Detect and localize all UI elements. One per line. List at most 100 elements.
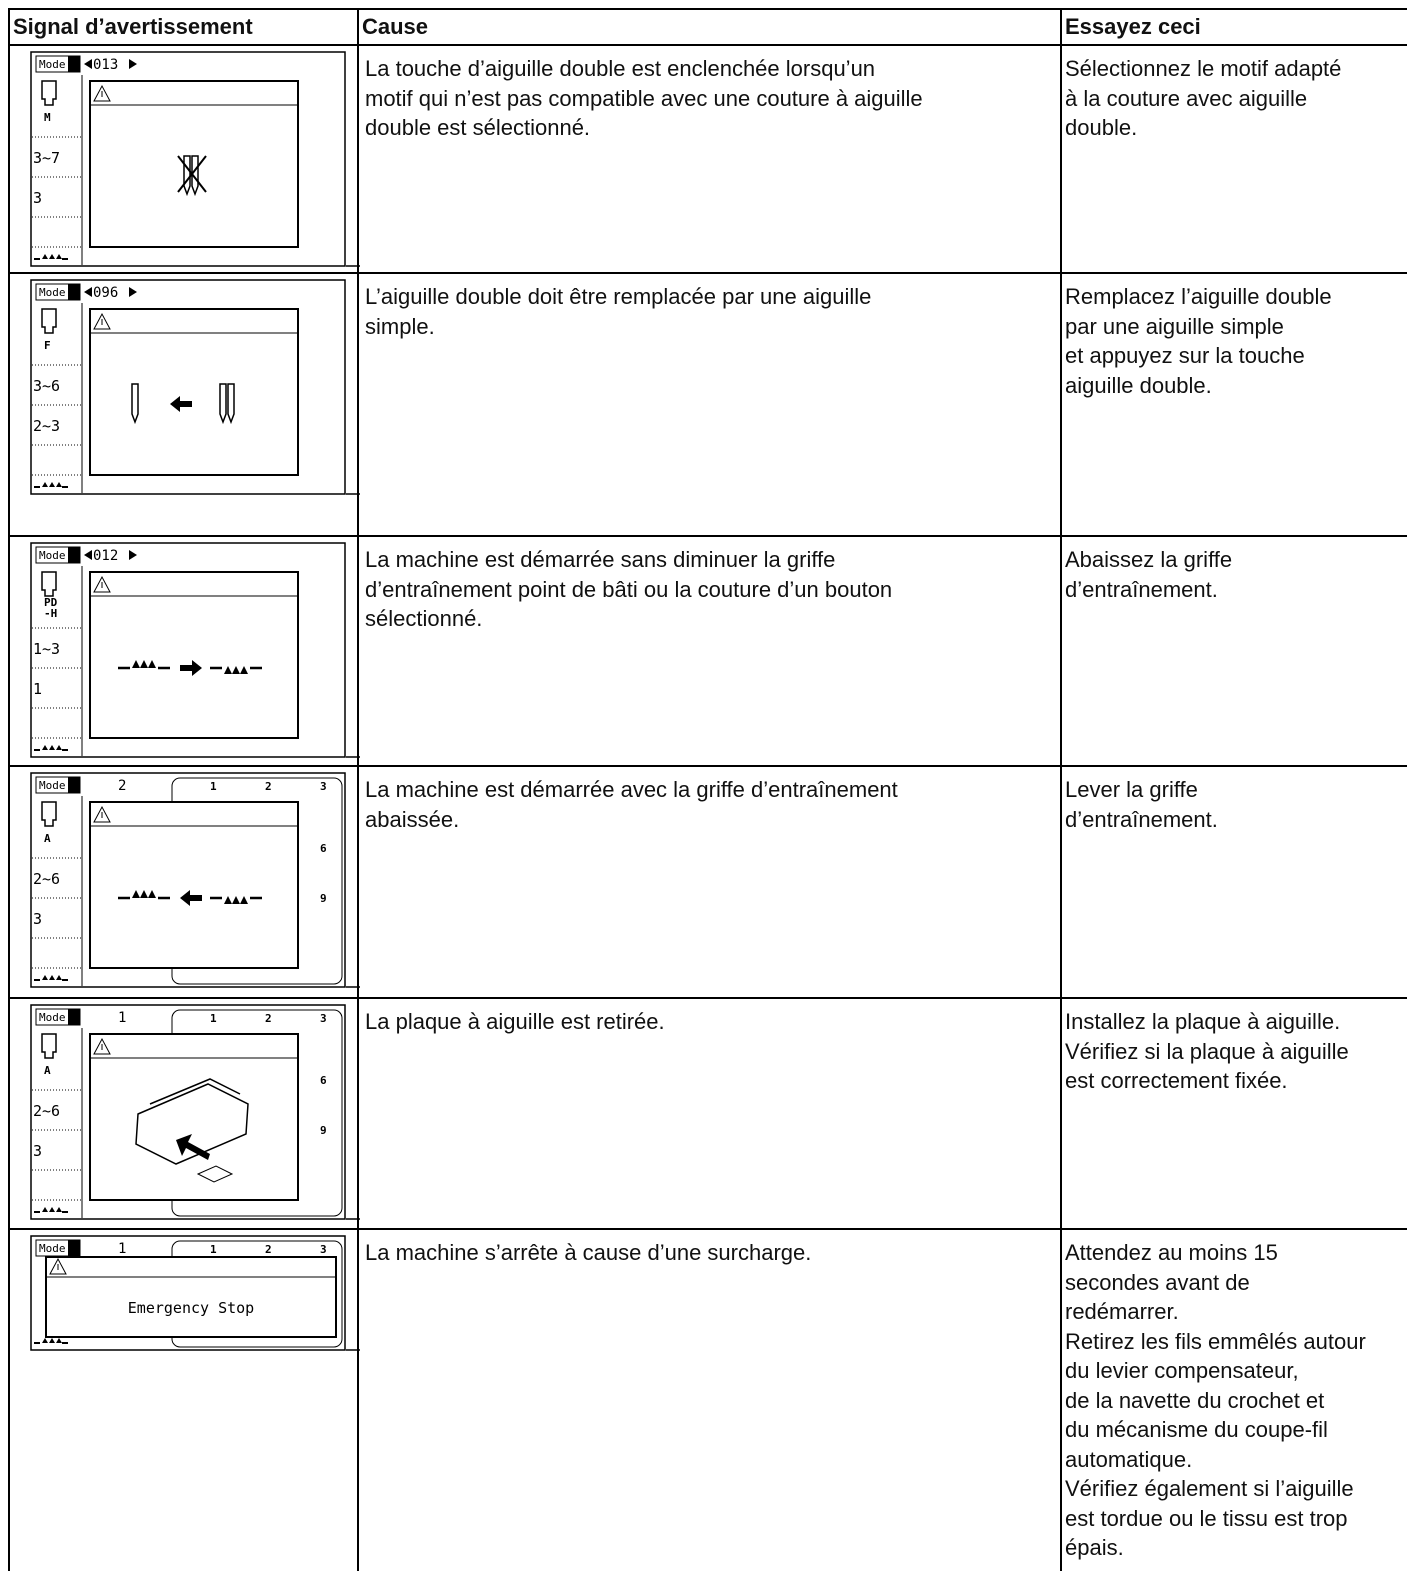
table-cell [357, 272, 1062, 537]
lcd-screen: Mode 2 096 F 3~6 2~3 [30, 279, 360, 495]
feed-dog-icon [42, 1338, 48, 1343]
arrow-icon [180, 890, 202, 906]
stitch-width: 3~6 [33, 377, 60, 395]
mode-label: Mode 1 [39, 1242, 79, 1255]
mode-label: Mode 1 [39, 1011, 79, 1024]
scale-number: 3 [320, 1012, 327, 1025]
pattern-arrow [129, 59, 137, 69]
feed-dog-icon [49, 1338, 55, 1343]
pattern-number: 096 [93, 285, 118, 301]
pattern-arrow [84, 287, 92, 297]
feed-dog-icon [56, 482, 62, 487]
mode-label: Mode 2 [39, 58, 79, 71]
mode-box [68, 56, 80, 72]
feed-dog-icon [224, 896, 232, 904]
table-cell [1060, 535, 1407, 767]
stitch-width: 3~7 [33, 149, 60, 167]
solution-text: du levier compensateur, [1065, 1358, 1299, 1383]
feed-dog-icon [42, 975, 48, 980]
solution-text: Vérifiez également si l’aiguille [1065, 1476, 1354, 1501]
mode-label: Mode 2 [39, 549, 79, 562]
cause-text: La machine s’arrête à cause d’une surcha… [365, 1240, 812, 1265]
scale-number: 2 [265, 1243, 272, 1256]
solution-text: du mécanisme du coupe-fil [1065, 1417, 1328, 1442]
cause-text: sélectionné. [365, 606, 483, 631]
feed-dog-icon [56, 745, 62, 750]
scale-number: 6 [320, 842, 327, 855]
lcd-screen: Mode 1 1 1 2 3 Emergency Stop [30, 1235, 360, 1351]
feed-dog-icon [224, 666, 232, 674]
table-cell [357, 765, 1062, 999]
warning-dialog [89, 801, 299, 969]
needle-icon [131, 383, 139, 425]
arrow-icon [170, 396, 192, 412]
cause-text: L’aiguille double doit être remplacée pa… [365, 284, 872, 309]
foot-icon [41, 308, 57, 334]
feed-dog-icon [140, 660, 148, 668]
needle-icon [219, 383, 227, 425]
solution-text: et appuyez sur la touche [1065, 343, 1305, 368]
mode-box [68, 1009, 80, 1025]
scale-number: 9 [320, 1124, 327, 1137]
warning-icon [93, 805, 111, 823]
solution-text: double. [1065, 115, 1138, 140]
mode-label: Mode 1 [39, 779, 79, 792]
cause-text: simple. [365, 313, 435, 339]
table-cell [8, 8, 359, 46]
solution-text: d’entraînement. [1065, 806, 1218, 832]
mode-box [68, 777, 80, 793]
stitch-length: 3 [33, 910, 42, 928]
foot-label: A [44, 832, 51, 845]
plate-icon [196, 1165, 234, 1183]
warning-dialog [89, 571, 299, 739]
foot-label: A [44, 1064, 51, 1077]
feed-dog-icon [49, 482, 55, 487]
table-cell [357, 1228, 1062, 1571]
cause-text: abaissée. [365, 806, 460, 832]
solution-text: est correctement fixée. [1065, 1068, 1288, 1093]
feed-dog-icon [132, 660, 140, 668]
stitch-length: 3 [33, 189, 42, 207]
feed-dog-icon [140, 890, 148, 898]
cause-text: La touche d’aiguille double est enclench… [365, 56, 876, 81]
stitch-width: 2~6 [33, 1102, 60, 1120]
solution-text: Lever la griffe [1065, 777, 1198, 802]
pattern-number: 1 [118, 1010, 126, 1026]
table-cell [1060, 8, 1407, 46]
solution-text: à la couture avec aiguille [1065, 85, 1308, 111]
feed-dog-icon [56, 1207, 62, 1212]
stitch-length: 3 [33, 1142, 42, 1160]
needle-icon [227, 383, 235, 425]
cross-icon [177, 155, 207, 193]
feed-dog-icon [56, 1338, 62, 1343]
column-header: Signal d’avertissement [13, 14, 253, 39]
warning-dialog [89, 80, 299, 248]
solution-text: d’entraînement. [1065, 576, 1218, 602]
feed-dog-icon [42, 254, 48, 259]
table-cell [8, 1228, 359, 1571]
solution-text: Installez la plaque à aiguille. [1065, 1009, 1341, 1034]
mode-label: Mode 2 [39, 286, 79, 299]
feed-dog-icon [56, 975, 62, 980]
foot-label: M [44, 111, 51, 124]
pattern-arrow [84, 550, 92, 560]
table-cell [8, 272, 359, 537]
foot-label: F [44, 339, 51, 352]
lcd-screen: Mode 1 1 1 2 3 6 9 A 2~6 3 [30, 1004, 360, 1220]
mode-box [68, 284, 80, 300]
stitch-width: 1~3 [33, 640, 60, 658]
feed-dog-icon [42, 745, 48, 750]
foot-label: PD [44, 596, 58, 609]
solution-text: est tordue ou le tissu est trop [1065, 1505, 1348, 1531]
solution-text: secondes avant de [1065, 1269, 1250, 1295]
table-cell [1060, 272, 1407, 537]
feed-dog-icon [42, 1207, 48, 1212]
scale-number: 3 [320, 1243, 327, 1256]
warning-icon [93, 575, 111, 593]
cause-text: motif qui n’est pas compatible avec une … [365, 85, 923, 111]
solution-text: épais. [1065, 1535, 1124, 1560]
table-cell [8, 997, 359, 1230]
solution-text: aiguille double. [1065, 372, 1212, 398]
feed-dog-icon [56, 254, 62, 259]
